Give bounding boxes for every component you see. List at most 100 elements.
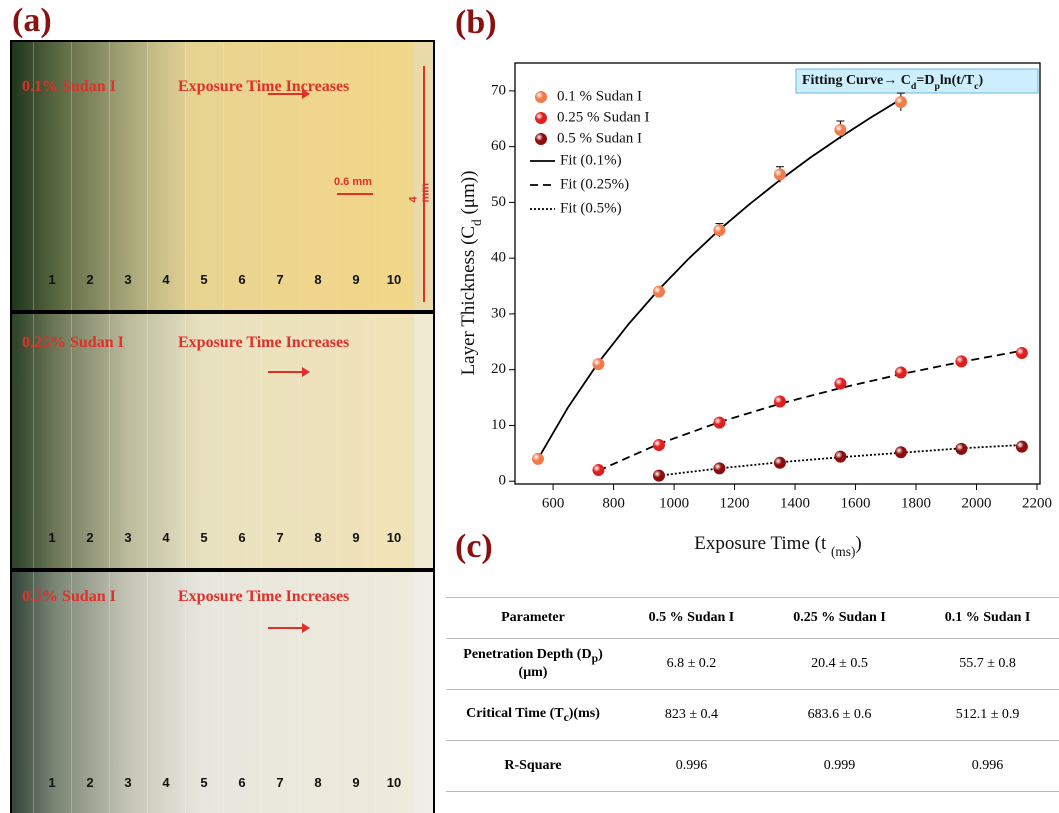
- legend-label: Fit (0.1%): [560, 152, 622, 168]
- text-part: Critical Time (T: [466, 706, 564, 722]
- strip: [71, 314, 110, 568]
- y-tick-label: 10: [491, 417, 506, 433]
- strip-label: 5: [200, 775, 208, 790]
- table-cell: 823 ± 0.4: [620, 689, 763, 741]
- table-cell: 6.8 ± 0.2: [620, 638, 763, 690]
- plot-frame: [514, 62, 1041, 485]
- strip: [185, 572, 224, 813]
- text-part: C: [897, 73, 911, 88]
- strip-label: 2: [86, 530, 94, 545]
- strip-label: 6: [238, 775, 246, 790]
- strip: [375, 572, 414, 813]
- data-point: [652, 469, 665, 482]
- strip-label: 7: [276, 272, 284, 287]
- panel-label: (a): [12, 2, 52, 39]
- strip: [223, 572, 262, 813]
- x-tick-label: 1200: [720, 495, 750, 511]
- y-tick-label: 40: [491, 250, 506, 266]
- y-tick-label: 60: [491, 138, 506, 154]
- text-part: =D: [916, 73, 934, 88]
- panel-label: (b): [455, 4, 497, 41]
- strip-label: 7: [276, 775, 284, 790]
- legend-marker: [535, 112, 547, 124]
- strip: [261, 572, 300, 813]
- x-tick-label: 600: [542, 495, 565, 511]
- data-point: [713, 462, 726, 475]
- x-tick-label: 1600: [841, 495, 871, 511]
- text-part: d: [469, 219, 484, 226]
- x-tick-label: 2000: [961, 495, 991, 511]
- data-point: [1015, 440, 1028, 453]
- legend-label: Fit (0.5%): [560, 200, 622, 216]
- fit-line: [598, 349, 1023, 472]
- strip-label: 1: [48, 530, 56, 545]
- y-tick-label: 70: [491, 82, 506, 98]
- scale-label: 0.6 mm: [334, 176, 372, 188]
- legend-label: 0.5 % Sudan I: [557, 130, 642, 146]
- text-part: ): [978, 73, 983, 88]
- chart: Fitting Curve→ Cd=Dpln(t/Tc) 600 800 1000 1…: [458, 62, 1052, 559]
- data-point: [773, 395, 786, 408]
- arrow: [268, 89, 310, 99]
- legend-label: 0.1 % Sudan I: [557, 88, 642, 104]
- data-point: [955, 355, 968, 368]
- data-point: [652, 285, 665, 298]
- legend-label: 0.25 % Sudan I: [557, 109, 650, 125]
- photo-note: Exposure Time Increases: [178, 588, 350, 605]
- strip-label: 9: [352, 775, 360, 790]
- annotation-lead: Fitting Curve→: [802, 73, 897, 88]
- table-cell: 0.996: [620, 740, 763, 792]
- photo-label: 0.1% Sudan I: [22, 78, 116, 95]
- text-part: c: [974, 81, 979, 92]
- annotation-box: [795, 68, 1039, 94]
- text-part: (ms): [831, 544, 855, 559]
- strip-label: 1: [48, 775, 56, 790]
- strip-label: 2: [86, 272, 94, 287]
- legend-marker: [535, 91, 547, 103]
- table-row: R-Square 0.996 0.999 0.996: [446, 740, 1059, 792]
- y-axis-label: Layer Thickness (Cd (μm)): [458, 171, 483, 376]
- arrow: [268, 623, 310, 633]
- y-tick-label: 0: [499, 473, 507, 489]
- strip-label: 1: [48, 272, 56, 287]
- strip-label: 5: [200, 272, 208, 287]
- strip-label: 4: [162, 272, 170, 287]
- strip-label: 6: [238, 272, 246, 287]
- strip: [185, 42, 224, 310]
- text-part: ): [855, 533, 861, 554]
- strip-label: 2: [86, 775, 94, 790]
- table-row: Critical Time (Tc)(ms) 823 ± 0.4 683.6 ± 0…: [446, 689, 1059, 741]
- x-axis-label: Exposure Time (t (ms)): [694, 533, 861, 558]
- photo-note: Exposure Time Increases: [178, 334, 350, 351]
- strip: [109, 314, 148, 568]
- table-cell: 0.999: [762, 740, 917, 792]
- data-point: [955, 442, 968, 455]
- strip-label: 4: [162, 775, 170, 790]
- strip: [147, 314, 186, 568]
- strip: [147, 572, 186, 813]
- data-point: [531, 452, 544, 465]
- data-point: [1015, 346, 1028, 359]
- data-point: [834, 123, 847, 136]
- strip: [223, 314, 262, 568]
- strip: [223, 42, 262, 310]
- text-part: (μm)): [458, 171, 479, 220]
- data-point: [894, 446, 907, 459]
- strip-label: 5: [200, 530, 208, 545]
- column-header: Parameter: [446, 597, 620, 639]
- data-point: [592, 464, 605, 477]
- data-point: [773, 168, 786, 181]
- table-cell: 20.4 ± 0.5: [762, 638, 917, 690]
- legend-marker: [535, 133, 547, 145]
- strip: [33, 42, 72, 310]
- data-point: [652, 438, 665, 451]
- text-part: p: [591, 651, 599, 665]
- strip: [71, 42, 110, 310]
- column-header: 0.25 % Sudan I: [762, 597, 917, 639]
- scale-bar: [423, 66, 425, 302]
- data-point: [894, 96, 907, 109]
- strip-label: 10: [386, 530, 402, 545]
- strip-label: 10: [386, 272, 402, 287]
- panel-label: (c): [455, 528, 493, 565]
- photo-panel: 0.1% Sudan I Exposure Time Increases 0.6…: [10, 40, 435, 312]
